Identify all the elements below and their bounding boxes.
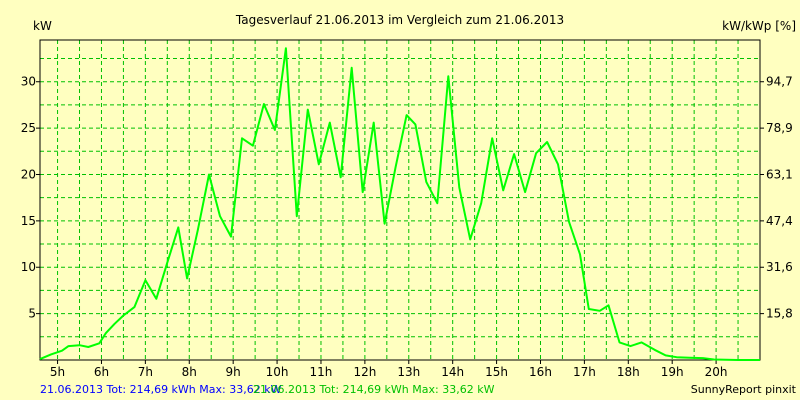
legend-entry-2: 21.06.2013 Tot: 214,69 kWh Max: 33,62 kW xyxy=(253,383,495,396)
series-layer xyxy=(39,47,760,361)
y-axis-right-label: kW/kWp [%] xyxy=(722,19,796,33)
x-tick-label: 5h xyxy=(50,365,65,379)
x-tick-label: 11h xyxy=(310,365,333,379)
x-tick-label: 20h xyxy=(705,365,728,379)
x-tick-label: 6h xyxy=(94,365,109,379)
x-tick-label: 18h xyxy=(617,365,640,379)
x-tick-label: 14h xyxy=(441,365,464,379)
plot-frame xyxy=(39,39,761,361)
y-tick-label-left: 10 xyxy=(21,260,36,274)
chart-title: Tagesverlauf 21.06.2013 im Vergleich zum… xyxy=(235,13,564,27)
y-tick-label-right: 31,6 xyxy=(766,260,793,274)
y-tick-label-right: 78,9 xyxy=(766,121,793,135)
y-tick-label-left: 15 xyxy=(21,214,36,228)
legend-entry-1: 21.06.2013 Tot: 214,69 kWh Max: 33,62 kW xyxy=(40,383,282,396)
series-line-power xyxy=(39,47,760,361)
x-tick-label: 19h xyxy=(661,365,684,379)
y-tick-label-left: 25 xyxy=(21,121,36,135)
brand-label: SunnyReport pinxit xyxy=(691,383,797,396)
tick-marks xyxy=(36,81,764,364)
y-tick-label-right: 94,7 xyxy=(766,75,793,89)
x-tick-label: 12h xyxy=(353,365,376,379)
x-tick-label: 17h xyxy=(573,365,596,379)
x-tick-label: 13h xyxy=(397,365,420,379)
x-tick-label: 7h xyxy=(138,365,153,379)
y-tick-label-left: 20 xyxy=(21,167,36,181)
x-tick-label: 8h xyxy=(182,365,197,379)
x-tick-label: 16h xyxy=(529,365,552,379)
x-tick-label: 10h xyxy=(266,365,289,379)
x-tick-label: 9h xyxy=(226,365,241,379)
x-tick-label: 15h xyxy=(485,365,508,379)
y-tick-label-left: 5 xyxy=(28,307,36,321)
axis-tick-labels: 5h 6h 7h 8h 9h 10h 11h 12h 13h 14h 15h 16h 17h 18h 19h… xyxy=(21,75,793,379)
grid-lines xyxy=(40,40,760,360)
y-tick-label-right: 47,4 xyxy=(766,214,793,228)
y-tick-label-right: 63,1 xyxy=(766,167,793,181)
y-axis-left-label: kW xyxy=(33,19,52,33)
y-tick-label-left: 30 xyxy=(21,75,36,89)
y-tick-label-right: 15,8 xyxy=(766,307,793,321)
